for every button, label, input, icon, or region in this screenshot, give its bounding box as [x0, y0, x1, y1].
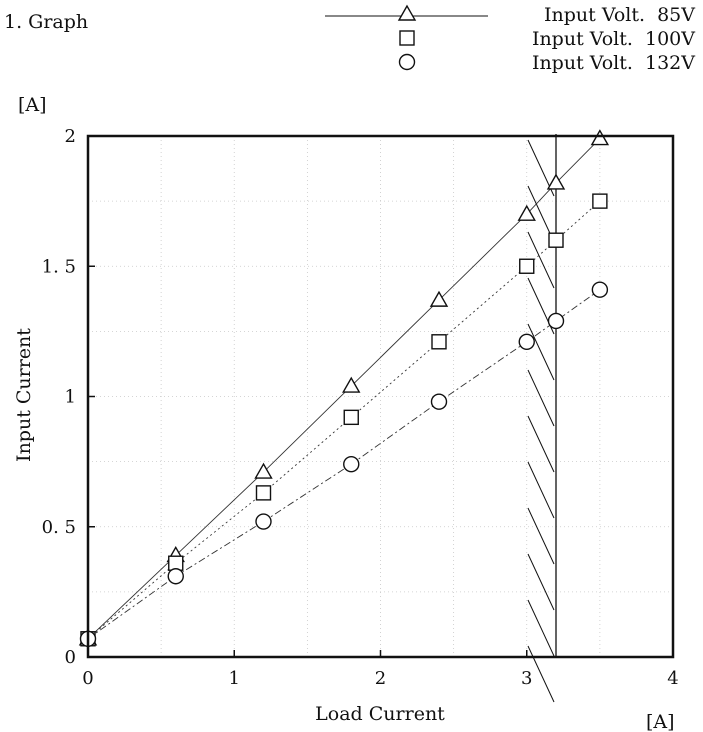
- x-tick-label: 3: [521, 668, 532, 689]
- data-point-circle: [343, 456, 360, 473]
- data-point-circle: [430, 393, 448, 410]
- hatch-stroke: [527, 553, 555, 611]
- data-point-square: [343, 409, 359, 426]
- data-point-circle: [547, 312, 565, 330]
- hatch-stroke: [527, 507, 555, 565]
- data-point-triangle: [546, 173, 566, 190]
- hatch-stroke: [527, 599, 555, 657]
- y-tick-label: 1. 5: [42, 256, 76, 277]
- data-point-triangle: [429, 290, 449, 307]
- grid: [88, 136, 673, 657]
- data-point-circle: [518, 333, 535, 350]
- legend-marker-square: [399, 30, 415, 46]
- hatch-stroke: [527, 645, 555, 703]
- data-point-square: [548, 232, 564, 248]
- x-tick-label: 0: [82, 668, 93, 689]
- legend-entry: Input Volt. 132V: [532, 52, 695, 74]
- data-point-circle: [167, 568, 184, 585]
- data-point-square: [431, 334, 447, 350]
- y-tick-label: 2: [65, 126, 76, 147]
- hatch-stroke: [527, 415, 555, 473]
- x-axis-title: Load Current: [315, 703, 445, 725]
- y-tick-label: 0: [65, 647, 76, 668]
- series-line: [87, 200, 601, 640]
- data-point-triangle: [254, 462, 273, 479]
- hatch-region: [527, 134, 557, 703]
- hatch-stroke: [527, 461, 555, 519]
- hatch-stroke: [527, 323, 555, 381]
- hatch-stroke: [527, 369, 555, 427]
- legend-marker-circle: [398, 53, 416, 71]
- series-layer: [78, 129, 610, 647]
- legend-marker-triangle: [397, 4, 417, 21]
- data-point-triangle: [342, 376, 361, 393]
- x-unit-label: [A]: [646, 711, 675, 732]
- y-unit-label: [A]: [18, 94, 47, 116]
- data-point-square: [592, 193, 608, 209]
- hatch-stroke: [527, 231, 555, 289]
- y-axis-title: Input Current: [13, 328, 35, 462]
- data-point-square: [255, 485, 272, 501]
- tick-labels: 0 1 2 3 4 0 0. 5 1 1. 5 2: [42, 126, 679, 689]
- data-point-circle: [255, 513, 272, 530]
- x-tick-label: 2: [375, 668, 386, 689]
- data-point-square: [519, 258, 535, 274]
- x-tick-label: 1: [229, 668, 240, 689]
- figure-caption: 1. Graph: [4, 11, 88, 33]
- legend-entry: Input Volt. 100V: [532, 28, 695, 50]
- y-tick-label: 0. 5: [42, 517, 76, 538]
- y-tick-label: 1: [65, 387, 76, 408]
- data-point-triangle: [590, 129, 610, 146]
- data-point-circle: [591, 281, 609, 298]
- x-tick-label: 4: [667, 668, 678, 689]
- legend-entry: Input Volt. 85V: [544, 4, 695, 26]
- data-point-triangle: [517, 204, 536, 221]
